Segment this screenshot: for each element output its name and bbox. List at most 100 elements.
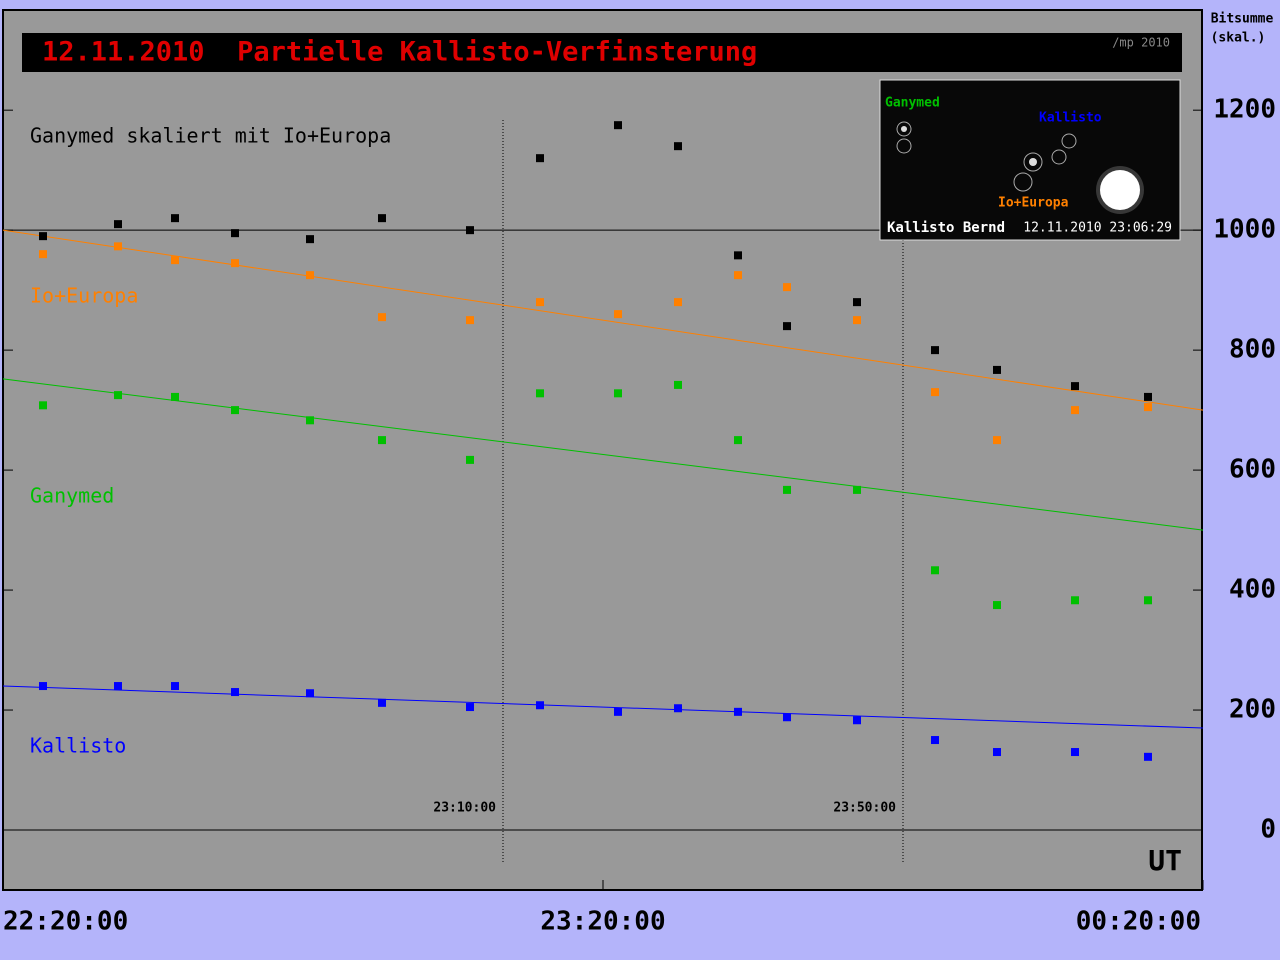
point [734,436,742,445]
y-label: (skal.) [1211,31,1266,46]
point [114,220,122,229]
moon [1023,152,1043,172]
inset-label: Ganymed [885,96,940,111]
y-label: Bitsumme [1211,12,1274,27]
trend-line [2,378,1204,531]
point [39,682,47,691]
moon [896,121,912,137]
point [614,707,622,716]
point [231,406,239,415]
inset-caption: 12.11.2010 23:06:29 [1023,221,1172,236]
y-tick-label: 1200 [1213,95,1276,125]
point [1071,596,1079,605]
trend-line [2,685,1204,729]
y-tick-label: 0 [1260,815,1276,845]
credit: /mp 2010 [1112,36,1170,50]
point [306,416,314,425]
series-label: Kallisto [30,734,126,758]
point [931,388,939,397]
inset-label: Kallisto [1039,111,1102,126]
point [993,365,1001,374]
point [231,229,239,238]
trend-line [2,229,1204,411]
point [536,701,544,710]
point [853,485,861,494]
point [783,485,791,494]
point [993,436,1001,445]
point [734,251,742,260]
y-tick-label: 400 [1229,575,1276,605]
point [171,214,179,223]
point [114,682,122,691]
point [466,226,474,235]
series-label: Ganymed [30,484,114,508]
point [734,271,742,280]
moon [901,126,907,132]
point [931,346,939,355]
point [853,298,861,307]
point [39,250,47,259]
x-tick-label: 00:20:00 [1076,907,1201,937]
point [674,704,682,713]
point [1071,748,1079,757]
point [39,401,47,410]
point [1071,406,1079,415]
point [536,389,544,398]
point [734,707,742,716]
point [993,601,1001,610]
point [614,389,622,398]
point [306,689,314,698]
point [674,298,682,307]
point [231,688,239,697]
moon [1013,172,1033,192]
x-tick-label: 23:20:00 [540,907,665,937]
moon [1051,149,1067,165]
point [1144,392,1152,401]
title-bar [22,33,1182,72]
x-label: UT [1148,844,1182,877]
point [993,748,1001,757]
point [378,214,386,223]
point [614,310,622,319]
point [853,716,861,725]
moon [896,138,912,154]
point [674,380,682,389]
point [674,142,682,151]
series-label: Ganymed skaliert mit Io+Europa [30,124,391,148]
y-tick-label: 1000 [1213,215,1276,245]
y-tick-label: 200 [1229,695,1276,725]
point [114,391,122,400]
moon [1029,158,1037,166]
inset-caption: Kallisto Bernd [887,220,1005,236]
point [536,298,544,307]
marker-label: 23:10:00 [433,801,496,816]
point [466,703,474,712]
point [466,316,474,325]
point [231,259,239,268]
inset-image: Ganymed Kallisto Io+Europa Kallisto Bern… [879,79,1181,241]
jupiter [1100,170,1140,210]
point [171,682,179,691]
point [466,455,474,464]
chart-title: 12.11.2010 Partielle Kallisto-Verfinster… [42,37,757,68]
point [783,283,791,292]
point [114,242,122,251]
point [1071,382,1079,391]
marker-label: 23:50:00 [833,801,896,816]
point [783,713,791,722]
point [1144,752,1152,761]
point [306,271,314,280]
point [306,235,314,244]
moon [1061,133,1077,149]
point [378,698,386,707]
point [931,566,939,575]
inset-label: Io+Europa [998,196,1069,211]
point [171,392,179,401]
point [536,154,544,163]
point [853,316,861,325]
point [378,313,386,322]
y-tick-label: 800 [1229,335,1276,365]
point [1144,596,1152,605]
point [931,736,939,745]
